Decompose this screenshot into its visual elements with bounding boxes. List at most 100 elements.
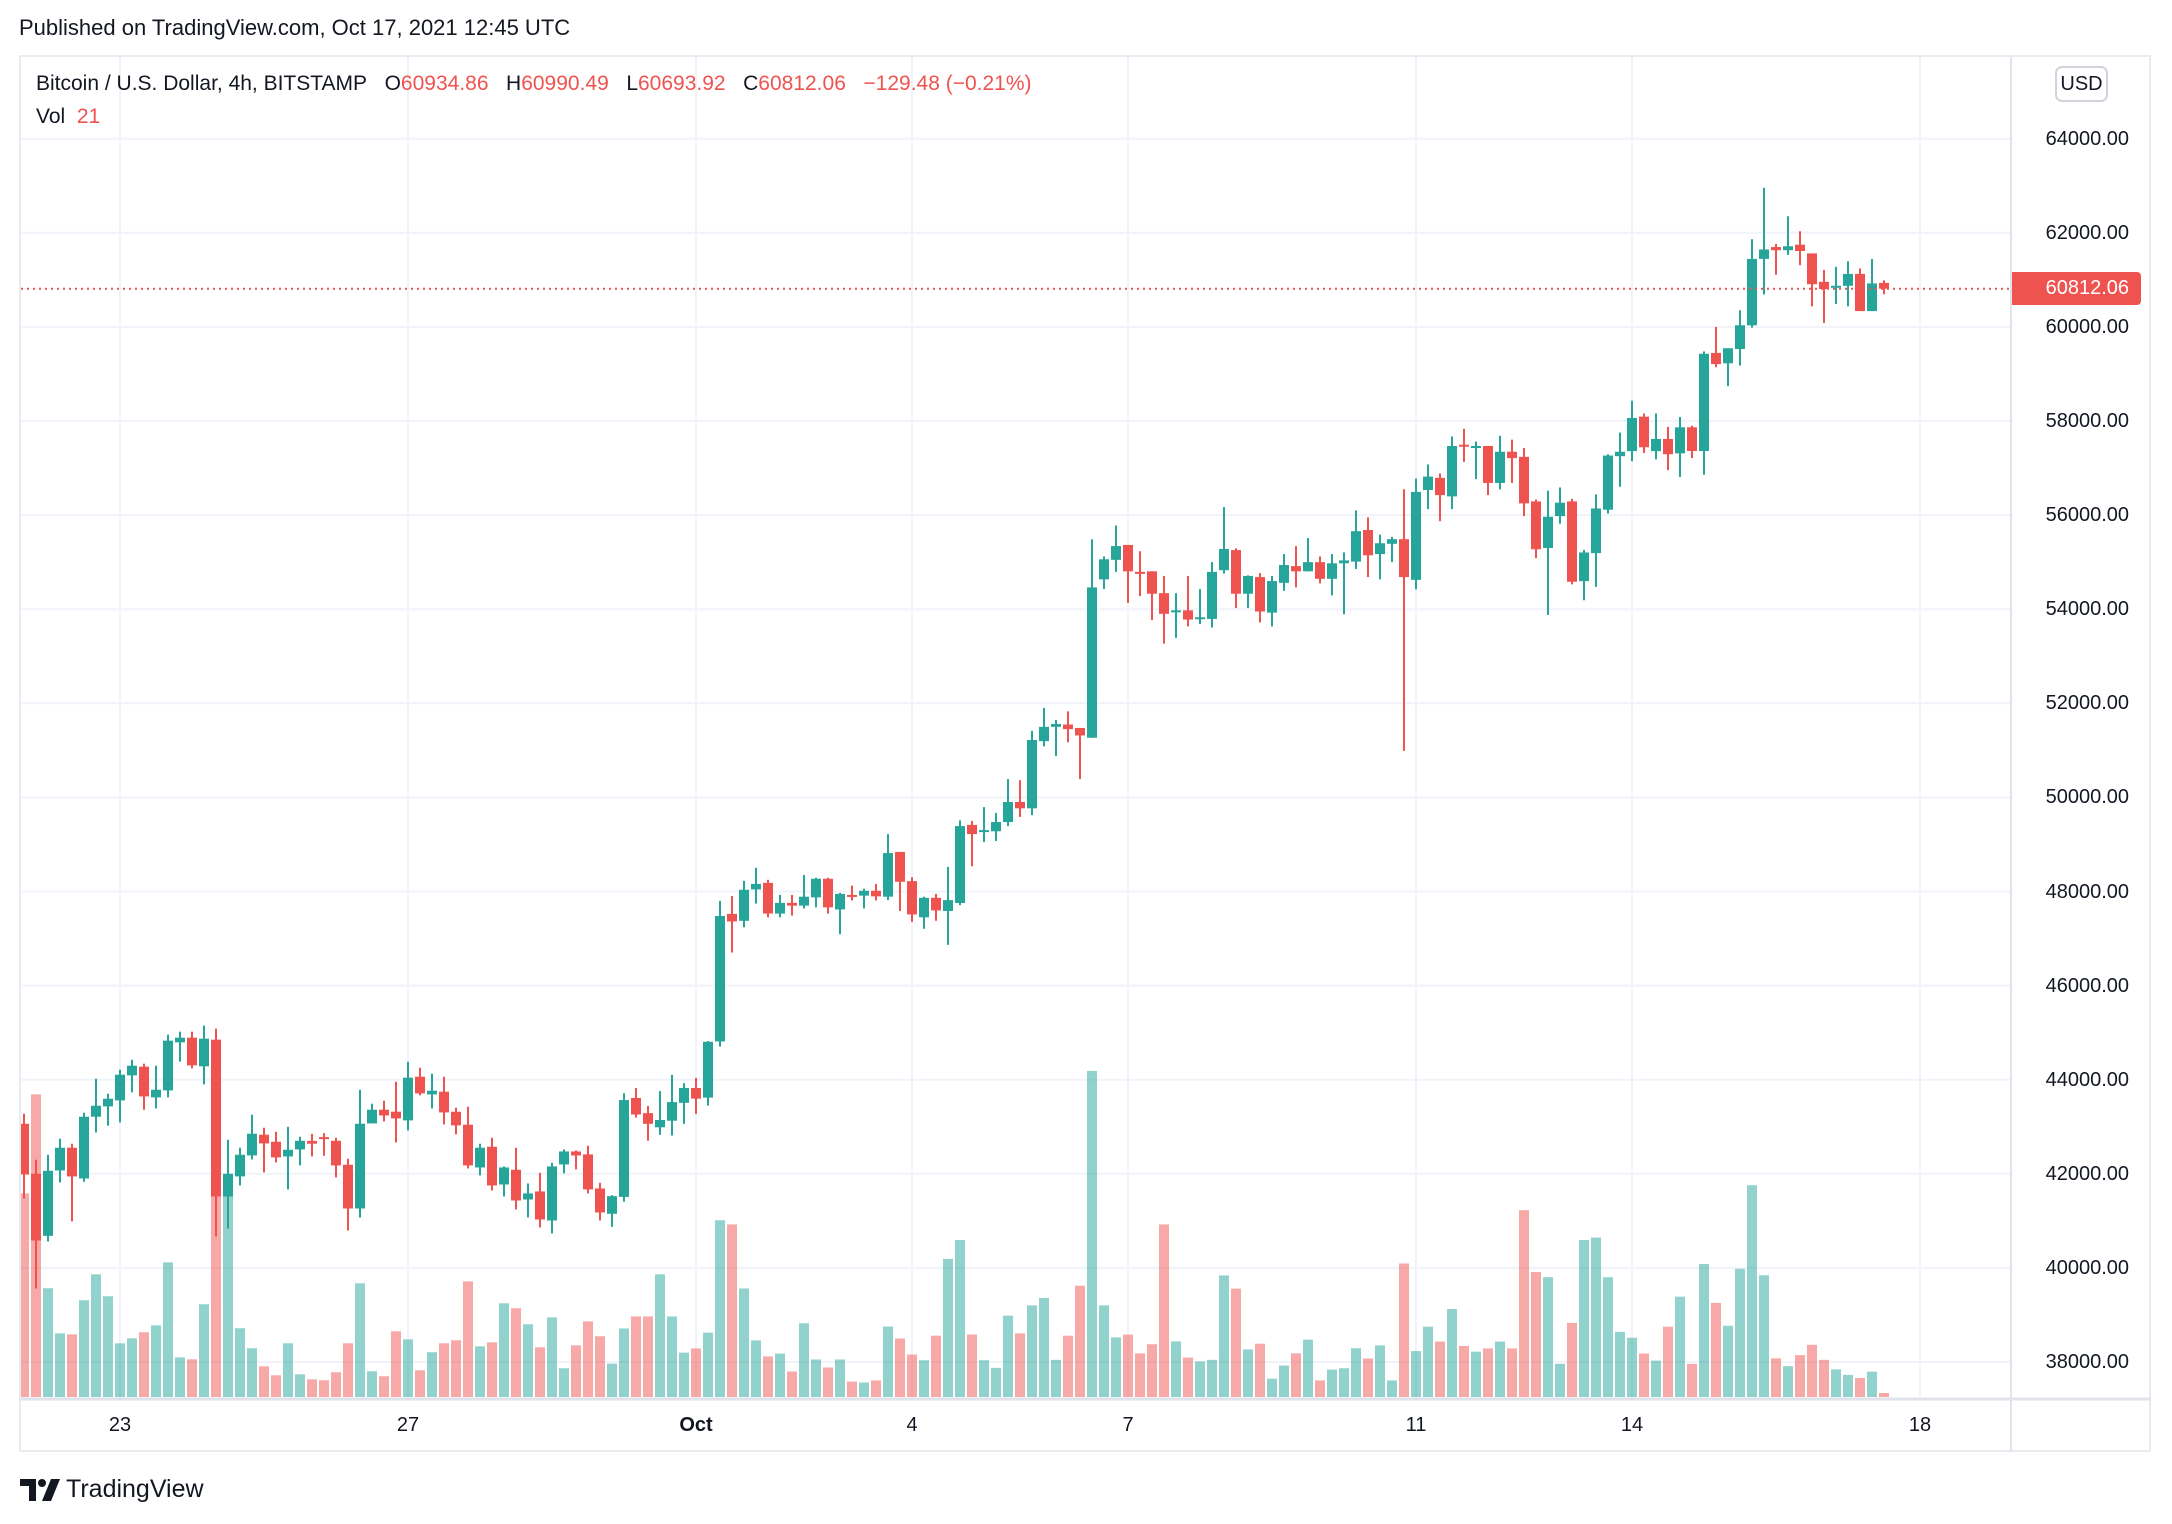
- candle-body: [583, 1154, 593, 1190]
- candle: [859, 888, 869, 909]
- candle: [1327, 554, 1337, 596]
- candle-body: [1183, 610, 1193, 620]
- candle-body: [1855, 273, 1865, 312]
- candle-body: [403, 1077, 413, 1121]
- tradingview-logo[interactable]: TradingView: [20, 1475, 204, 1504]
- volume-bar: [1423, 1326, 1433, 1397]
- candle: [1423, 464, 1433, 510]
- volume-bar: [1495, 1341, 1505, 1397]
- candle: [1279, 554, 1289, 591]
- candle: [427, 1073, 437, 1109]
- volume-bar: [535, 1347, 545, 1397]
- volume-bar: [175, 1357, 185, 1397]
- candle: [391, 1081, 401, 1143]
- volume-bar: [1855, 1377, 1865, 1397]
- legend-open-label: O: [384, 72, 401, 95]
- candle-body: [79, 1116, 89, 1179]
- volume-bar: [1399, 1263, 1409, 1397]
- candle: [475, 1143, 485, 1176]
- candle: [139, 1063, 149, 1110]
- volume-bar: [715, 1220, 725, 1397]
- volume-bar: [91, 1274, 101, 1397]
- candle: [1771, 243, 1781, 275]
- candle: [1063, 711, 1073, 743]
- price-tick-label: 50000.00: [2045, 786, 2129, 809]
- candle-body: [1495, 451, 1505, 483]
- volume-bar: [1879, 1393, 1889, 1397]
- candle: [283, 1126, 293, 1190]
- volume-bar: [691, 1348, 701, 1397]
- candle: [307, 1133, 317, 1157]
- volume-bar: [1387, 1380, 1397, 1397]
- candle-body: [811, 878, 821, 898]
- candle: [715, 900, 725, 1047]
- candle-body: [1327, 563, 1337, 579]
- candle: [403, 1061, 413, 1131]
- currency-button[interactable]: USD: [2055, 66, 2108, 102]
- volume-bar: [1807, 1344, 1817, 1397]
- candle-body: [1747, 258, 1757, 326]
- candle-body: [1339, 560, 1349, 564]
- candle: [1831, 266, 1841, 304]
- candles: [21, 187, 1889, 1289]
- candle: [463, 1106, 473, 1169]
- volume-bar: [151, 1325, 161, 1397]
- volume-bar: [139, 1332, 149, 1397]
- candle: [1795, 231, 1805, 266]
- volume-bar: [955, 1240, 965, 1397]
- candle: [1471, 441, 1481, 480]
- candle-body: [1651, 438, 1661, 452]
- candle-body: [907, 881, 917, 915]
- candle: [1495, 435, 1505, 490]
- candle-body: [1663, 438, 1673, 455]
- candle-body: [199, 1038, 209, 1067]
- volume-bar: [1687, 1363, 1697, 1397]
- time-tick-label: Oct: [679, 1414, 713, 1436]
- candle: [823, 877, 833, 914]
- volume-bar: [451, 1340, 461, 1397]
- tradingview-logo-text: TradingView: [66, 1475, 204, 1503]
- volume-bar: [1867, 1371, 1877, 1397]
- candle: [1675, 417, 1685, 478]
- candle-body: [1075, 727, 1085, 736]
- volume-bar: [1759, 1275, 1769, 1397]
- volume-bar: [1543, 1277, 1553, 1397]
- candle: [1747, 239, 1757, 328]
- published-caption: Published on TradingView.com, Oct 17, 20…: [19, 15, 571, 40]
- candle-body: [1771, 247, 1781, 251]
- candle: [523, 1183, 533, 1218]
- candle: [1531, 499, 1541, 559]
- candle-body: [1003, 802, 1013, 823]
- candle: [1591, 494, 1601, 587]
- price-tick-label: 46000.00: [2045, 974, 2129, 997]
- candle: [355, 1089, 365, 1218]
- candle-body: [1459, 444, 1469, 447]
- candle: [607, 1195, 617, 1227]
- candle: [79, 1112, 89, 1182]
- candle-body: [223, 1173, 233, 1197]
- volume-bar: [21, 1193, 29, 1397]
- candle: [919, 896, 929, 929]
- volume-bar: [739, 1288, 749, 1397]
- candle-body: [1015, 802, 1025, 809]
- volume-bar: [499, 1303, 509, 1397]
- chart-frame: [19, 55, 2151, 1452]
- candle: [1543, 490, 1553, 615]
- candle: [1435, 473, 1445, 522]
- volume-bar: [1519, 1210, 1529, 1397]
- candle: [1399, 489, 1409, 751]
- volume-bar: [463, 1281, 473, 1397]
- legend-symbol: Bitcoin / U.S. Dollar, 4h, BITSTAMP: [36, 72, 368, 95]
- candle-body: [283, 1149, 293, 1157]
- candle: [1243, 575, 1253, 609]
- volume-bar: [1063, 1335, 1073, 1397]
- candle: [955, 820, 965, 906]
- candle-body: [151, 1089, 161, 1098]
- candle-body: [487, 1146, 497, 1186]
- volume-bar: [883, 1326, 893, 1397]
- candle: [787, 894, 797, 916]
- volume-bar: [907, 1354, 917, 1397]
- volume-bar: [223, 1181, 233, 1397]
- volume-bar: [775, 1353, 785, 1397]
